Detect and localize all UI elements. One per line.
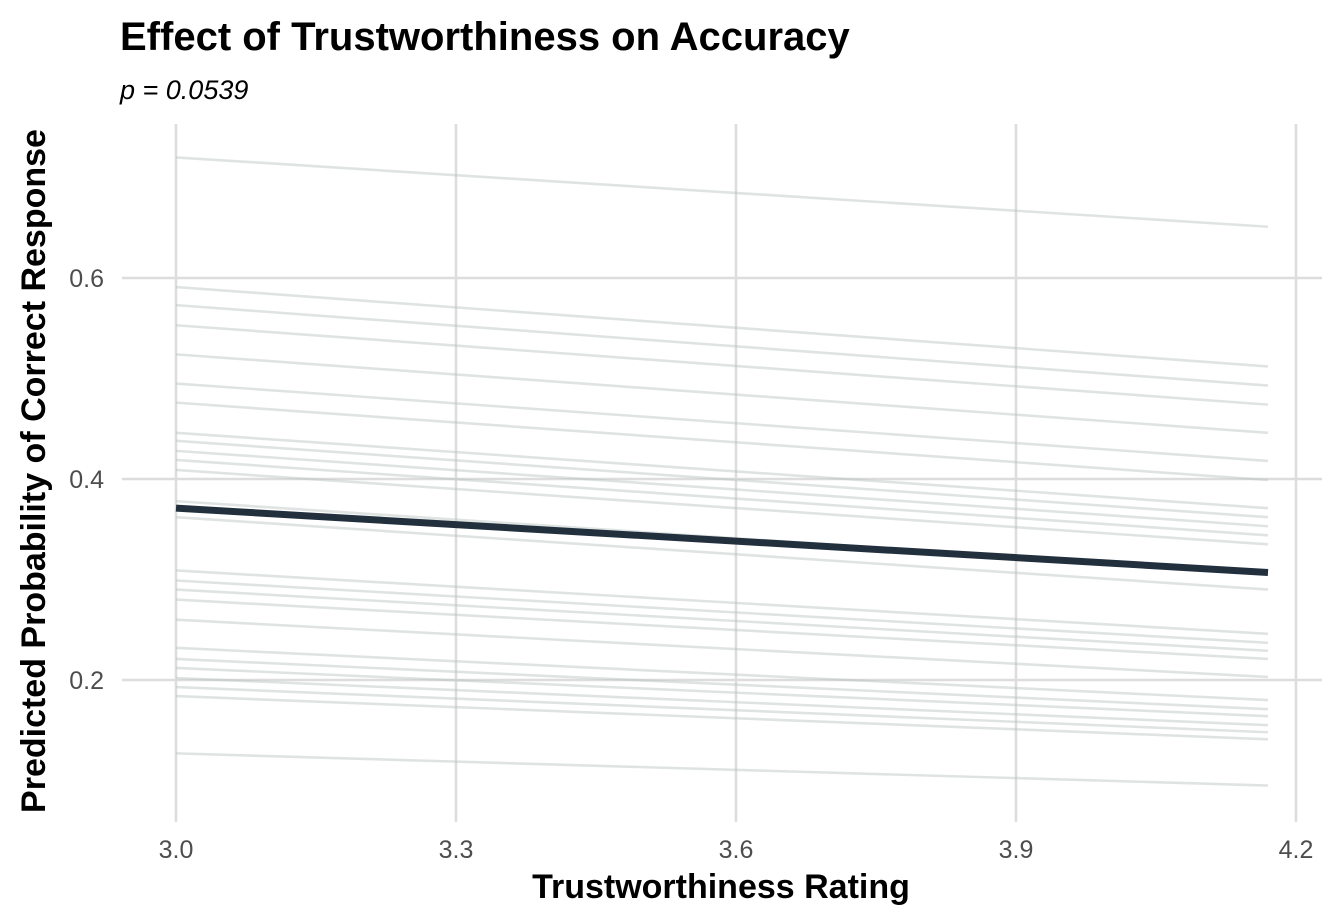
grid [122,124,1322,822]
x-tick-label: 3.6 [719,836,754,864]
chart-subtitle: p = 0.0539 [119,75,248,105]
subject-line [175,401,1269,482]
subject-line [175,569,1269,636]
subject-line [175,685,1269,734]
x-tick-label: 3.3 [439,836,474,864]
chart-title: Effect of Trustworthiness on Accuracy [120,15,851,59]
subject-line [175,353,1269,435]
subject-line [175,458,1269,537]
subject-line [175,468,1269,546]
x-axis-title: Trustworthiness Rating [532,868,910,906]
subject-line [175,657,1269,711]
subject-line [175,449,1269,528]
y-axis-ticks: 0.2 0.4 0.6 [69,265,104,695]
subject-line [175,579,1269,645]
subject-lines [175,156,1269,787]
subject-line [175,646,1269,702]
subject-line [175,694,1269,741]
y-tick-label: 0.4 [69,466,104,494]
y-tick-label: 0.2 [69,667,104,695]
subject-line [175,676,1269,727]
subject-line [175,439,1269,519]
subject-line [175,752,1269,787]
y-tick-label: 0.6 [69,265,104,293]
y-axis-title: Predicted Probability of Correct Respons… [15,129,53,813]
subject-line [175,431,1269,510]
x-axis-ticks: 3.0 3.3 3.6 3.9 4.2 [159,836,1314,864]
overall-trend-line [175,504,1269,576]
subject-line [175,323,1269,406]
x-tick-label: 3.0 [159,836,194,864]
subject-line [175,515,1269,591]
subject-line [175,303,1269,387]
subject-line [175,156,1269,229]
subject-line [175,382,1269,463]
subject-line [175,598,1269,661]
subject-line [175,285,1269,368]
x-tick-label: 4.2 [1279,836,1314,864]
subject-line [175,666,1269,718]
x-tick-label: 3.9 [999,836,1034,864]
subject-line [175,618,1269,679]
subject-line [175,588,1269,653]
overall-trend [175,504,1269,576]
